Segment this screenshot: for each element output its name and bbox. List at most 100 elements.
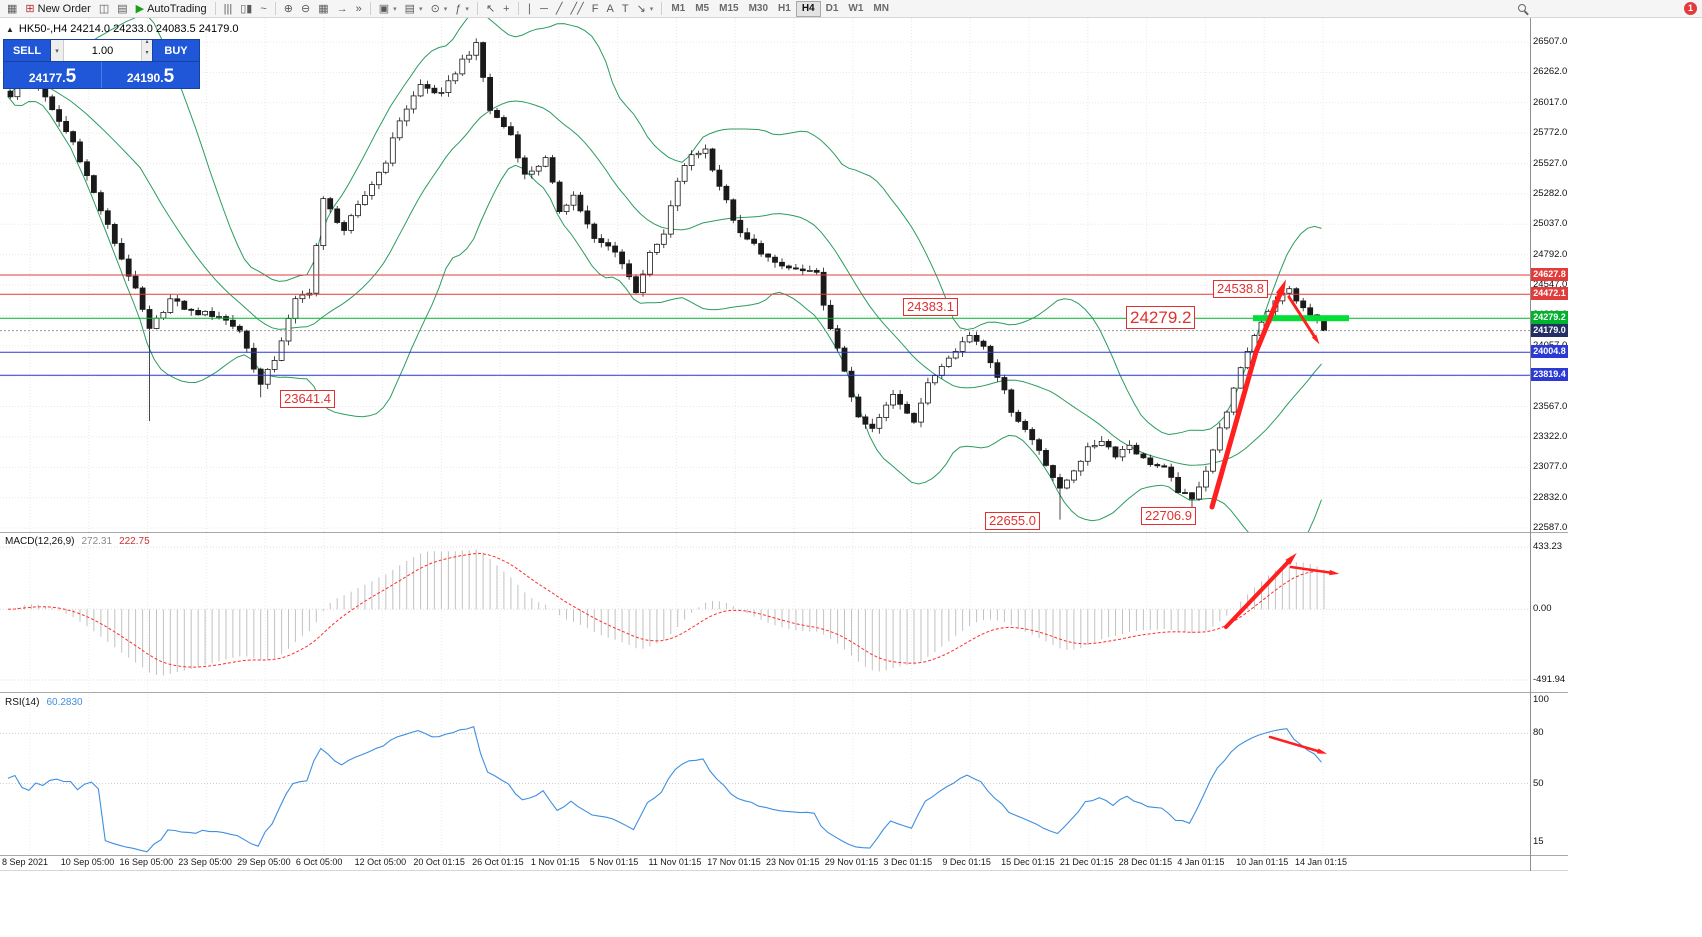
timeframe-m5-button[interactable]: M5 <box>695 2 710 14</box>
rsi-value: 60.2830 <box>46 697 83 708</box>
price-callout[interactable]: 24538.8 <box>1213 280 1268 299</box>
vertical-line-icon[interactable]: ∣ <box>526 2 533 15</box>
trendline-icon[interactable]: ╱ <box>555 2 563 15</box>
autotrading-button[interactable]: ▶ AutoTrading <box>135 2 207 15</box>
time-axis-label: 3 Dec 01:15 <box>883 857 933 867</box>
toolbar-separator <box>214 2 216 15</box>
buy-price[interactable]: 24190. 5 <box>102 62 199 88</box>
panel-separator[interactable] <box>0 532 1568 533</box>
auto-scroll-icon[interactable]: → <box>336 2 348 15</box>
time-axis-label: 9 Dec 01:15 <box>942 857 991 867</box>
cursor-icon[interactable]: ↖ <box>485 2 496 15</box>
sell-button[interactable]: SELL <box>4 40 50 61</box>
bar-chart-icon[interactable]: ||| <box>223 2 233 15</box>
price-tag: 24627.8 <box>1531 267 1568 281</box>
chart-window-icon[interactable]: ▦ <box>7 2 18 15</box>
sell-price[interactable]: 24177. 5 <box>4 62 102 88</box>
rsi-panel-canvas[interactable] <box>0 694 1530 855</box>
price-axis-border <box>1530 18 1531 871</box>
price-axis-label: 22587.0 <box>1533 522 1568 533</box>
text-icon[interactable]: A <box>606 2 614 15</box>
indicators-icon[interactable]: ƒ ▾ <box>455 2 469 15</box>
volume-increase-button[interactable]: ▴ <box>145 39 149 45</box>
timeframe-m1-button[interactable]: M1 <box>671 2 686 14</box>
trend-arrow[interactable] <box>1209 286 1285 510</box>
line-chart-icon[interactable]: ~ <box>260 2 267 15</box>
rsi-name: RSI(14) <box>5 697 40 708</box>
trend-arrow[interactable] <box>1287 295 1318 341</box>
arrows-icon[interactable]: ↘ ▾ <box>636 2 654 15</box>
timeframe-m30-button[interactable]: M30 <box>748 2 769 14</box>
timeframe-h1-button[interactable]: H1 <box>778 2 791 14</box>
price-callout[interactable]: 24383.1 <box>903 298 958 317</box>
panel-separator[interactable] <box>0 855 1568 856</box>
zoom-in-icon[interactable]: ⊕ <box>283 2 293 15</box>
horizontal-line-icon[interactable]: ─ <box>540 2 548 15</box>
label-icon[interactable]: T <box>621 2 629 15</box>
price-tag: 23819.4 <box>1531 368 1568 382</box>
toolbar-separator <box>661 2 663 15</box>
notification-badge[interactable]: 1 <box>1684 2 1697 15</box>
time-axis-label: 28 Dec 01:15 <box>1118 857 1173 867</box>
trend-arrow-head <box>1329 569 1340 576</box>
fibonacci-icon[interactable]: F <box>591 2 599 15</box>
timeframes-icon[interactable]: ⊙ ▾ <box>430 2 448 15</box>
sell-price-big-digit: 5 <box>65 66 77 87</box>
channel-icon[interactable]: ╱╱ <box>570 2 584 15</box>
price-axis-label: 23567.0 <box>1533 400 1568 412</box>
new-order-button[interactable]: ⊞ New Order <box>25 2 91 15</box>
profiles-dropdown-icon[interactable]: ▤ ▾ <box>404 2 423 15</box>
timeframe-m15-button[interactable]: M15 <box>719 2 739 14</box>
timeframe-d1-button[interactable]: D1 <box>825 2 839 14</box>
tile-windows-icon[interactable]: ▦ <box>318 2 329 15</box>
timeframe-w1-button[interactable]: W1 <box>848 2 864 14</box>
trend-arrow[interactable] <box>1224 557 1293 629</box>
price-axis-label: 24792.0 <box>1533 248 1568 260</box>
rsi-indicator-label: RSI(14) 60.2830 <box>5 697 83 708</box>
price-tag: 24472.1 <box>1531 287 1568 301</box>
price-tag: 24004.8 <box>1531 345 1568 359</box>
macd-main-value: 272.31 <box>81 536 113 547</box>
new-chart-icon[interactable]: ▣ ▾ <box>378 2 397 15</box>
macd-axis-label: 0.00 <box>1533 603 1552 615</box>
candlestick-chart-icon[interactable]: ▯▮ <box>240 2 253 15</box>
timeframe-mn-button[interactable]: MN <box>873 2 889 14</box>
price-callout[interactable]: 22655.0 <box>985 512 1040 531</box>
one-click-collapse-toggle[interactable]: ▲ <box>6 24 14 34</box>
time-axis-label: 1 Nov 01:15 <box>530 857 580 867</box>
rsi-axis-label: 80 <box>1533 727 1544 739</box>
trend-arrow[interactable] <box>1268 735 1323 754</box>
price-callout[interactable]: 23641.4 <box>280 390 335 409</box>
price-callout[interactable]: 22706.9 <box>1141 507 1196 526</box>
zoom-out-icon[interactable]: ⊖ <box>300 2 311 15</box>
price-axis-label: 24547.0 <box>1533 279 1568 290</box>
buy-button[interactable]: BUY <box>153 40 199 61</box>
time-axis-label: 29 Nov 01:15 <box>824 857 879 867</box>
macd-name: MACD(12,26,9) <box>5 536 75 547</box>
profiles-icon[interactable]: ▤ <box>117 2 128 15</box>
volume-dropdown-icon[interactable]: ▾ <box>51 40 64 61</box>
toolbar-separator <box>476 2 478 15</box>
price-axis-label: 23077.0 <box>1533 461 1568 473</box>
timeframe-h4-button[interactable]: H4 <box>795 0 821 17</box>
time-axis-label: 4 Jan 01:15 <box>1177 857 1225 867</box>
search-icon[interactable] <box>1518 4 1526 12</box>
charts-grid-icon[interactable]: ◫ <box>98 2 110 15</box>
price-callout[interactable]: 24279.2 <box>1126 306 1196 330</box>
volume-input[interactable] <box>64 40 141 61</box>
time-axis-label: 8 Sep 2021 <box>2 857 49 867</box>
trend-arrow[interactable] <box>1289 565 1335 575</box>
macd-panel-canvas[interactable] <box>0 533 1530 692</box>
time-axis-label: 29 Sep 05:00 <box>237 857 291 867</box>
panel-separator[interactable] <box>0 692 1568 693</box>
time-axis-label: 14 Jan 01:15 <box>1294 857 1347 867</box>
crosshair-icon[interactable]: + <box>503 2 510 15</box>
chart-shift-icon[interactable]: » <box>355 2 362 15</box>
main-chart-canvas[interactable] <box>0 18 1530 532</box>
volume-decrease-button[interactable]: ▾ <box>145 49 149 56</box>
time-axis-label: 17 Nov 01:15 <box>707 857 761 867</box>
chart-ohlc-header: ▲ HK50-,H4 24214.0 24233.0 24083.5 24179… <box>6 23 239 35</box>
time-axis-label: 5 Nov 01:15 <box>589 857 639 867</box>
time-axis-label: 23 Nov 01:15 <box>766 857 820 867</box>
